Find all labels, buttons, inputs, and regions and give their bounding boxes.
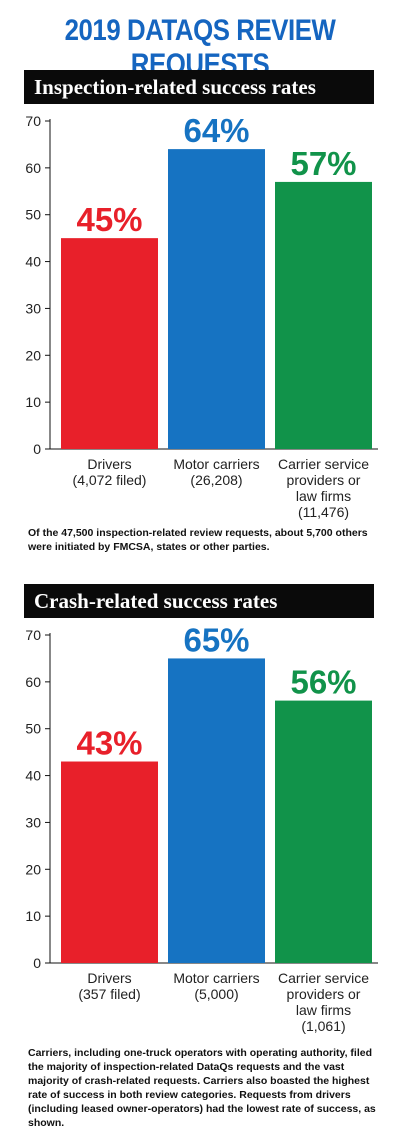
crash-note: Carriers, including one-truck operators …: [28, 1047, 376, 1129]
bar-data-label: 64%: [183, 112, 249, 149]
category-label: Drivers: [87, 456, 131, 472]
bar-data-label: 45%: [76, 201, 142, 238]
bar: [61, 761, 158, 963]
bar: [168, 658, 265, 963]
y-tick-label: 70: [25, 627, 41, 643]
bar: [168, 149, 265, 449]
category-label: (4,072 filed): [73, 472, 147, 488]
y-tick-label: 50: [25, 721, 41, 737]
y-tick-label: 50: [25, 207, 41, 223]
category-label: Drivers: [87, 970, 131, 986]
y-tick-label: 0: [33, 441, 41, 457]
category-label: Carrier service: [278, 970, 369, 986]
inspection-chart: 0 10 20 30 40 50 60 70 45% Drivers(4,072 filed) 64…: [25, 112, 378, 520]
y-tick-label: 0: [33, 955, 41, 971]
y-tick-label: 60: [25, 674, 41, 690]
y-tick-label: 10: [25, 394, 41, 410]
bar-data-label: 56%: [290, 664, 356, 701]
category-label: law firms: [296, 1002, 351, 1018]
y-tick-label: 40: [25, 768, 41, 784]
category-label: (1,061): [301, 1018, 345, 1034]
y-tick-label: 60: [25, 160, 41, 176]
bar: [61, 238, 158, 449]
y-tick-label: 70: [25, 113, 41, 129]
y-tick-label: 20: [25, 347, 41, 363]
page-title: 2019 DATAQS REVIEW REQUESTS: [64, 14, 336, 81]
category-label: Carrier service: [278, 456, 369, 472]
y-tick-label: 30: [25, 814, 41, 830]
inspection-note: Of the 47,500 inspection-related review …: [28, 527, 368, 553]
y-tick-label: 30: [25, 300, 41, 316]
y-tick-label: 20: [25, 861, 41, 877]
category-label: (11,476): [298, 504, 349, 520]
category-label: (357 filed): [78, 986, 140, 1002]
category-label: (26,208): [190, 472, 242, 488]
category-label: (5,000): [194, 986, 238, 1002]
category-label: providers or: [287, 472, 361, 488]
bar: [275, 181, 372, 449]
bar-data-label: 57%: [290, 145, 356, 182]
bar: [275, 700, 372, 963]
bar-data-label: 43%: [76, 725, 142, 762]
category-label: Motor carriers: [173, 456, 259, 472]
y-tick-label: 40: [25, 254, 41, 270]
category-label: law firms: [296, 488, 351, 504]
section-heading-inspection: Inspection-related success rates: [24, 70, 374, 104]
crash-chart: 0 10 20 30 40 50 60 70 43% Drivers(357 filed) 65% M…: [25, 621, 378, 1034]
bar-data-label: 65%: [183, 621, 249, 658]
category-label: Motor carriers: [173, 970, 259, 986]
y-tick-label: 10: [25, 908, 41, 924]
section-heading-crash: Crash-related success rates: [24, 584, 374, 618]
category-label: providers or: [287, 986, 361, 1002]
